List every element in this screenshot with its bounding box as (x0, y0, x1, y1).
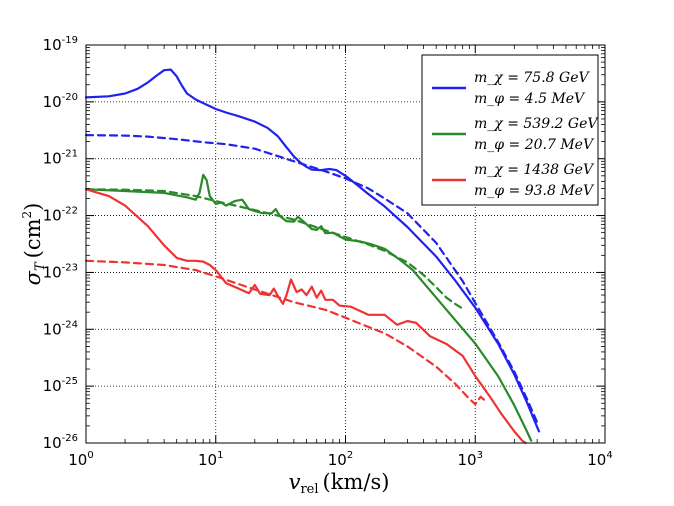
x-tick-label: 104 (587, 450, 612, 469)
y-tick-label: 10-24 (43, 319, 78, 338)
x-tick-label: 100 (68, 450, 93, 469)
y-tick-label: 10-19 (43, 35, 78, 54)
series-red-dashed (84, 259, 487, 406)
x-tick-label: 103 (458, 450, 483, 469)
y-tick-label: 10-22 (43, 206, 78, 225)
legend-label-mediator-mass: m_φ = 4.5 MeV (474, 91, 586, 107)
series-layer (84, 68, 541, 445)
series-blue-solid (84, 68, 541, 433)
x-tick-label: 101 (198, 450, 223, 469)
legend-label-dm-mass: m_χ = 75.8 GeV (474, 70, 590, 86)
legend-label-dm-mass: m_χ = 1438 GeV (474, 162, 595, 178)
y-axis-title: σT(cm2) (20, 203, 48, 286)
x-tick-labels: 100 101 102 103 104 (68, 450, 612, 469)
x-axis-title: vrel (km/s) (289, 470, 390, 497)
series-red-solid (84, 188, 527, 445)
y-tick-label: 10-26 (43, 433, 78, 452)
x-tick-label: 102 (328, 450, 353, 469)
y-tick-label: 10-21 (43, 149, 78, 168)
series-blue-dashed (84, 134, 539, 424)
y-tick-label: 10-23 (43, 262, 78, 281)
axis-ticks (85, 44, 606, 444)
legend-label-mediator-mass: m_φ = 93.8 MeV (474, 183, 595, 199)
legend: m_χ = 75.8 GeV m_φ = 4.5 MeV m_χ = 539.2 G… (421, 54, 599, 206)
legend-label-mediator-mass: m_φ = 20.7 MeV (474, 137, 595, 153)
y-tick-label: 10-25 (43, 376, 78, 395)
y-tick-label: 10-20 (43, 92, 78, 111)
series-green-solid (84, 173, 533, 442)
y-tick-labels: 10-19 10-20 10-21 10-22 10-23 10-24 10-25 10-26 (43, 35, 78, 452)
legend-label-dm-mass: m_χ = 539.2 GeV (474, 116, 599, 132)
series-green-dashed (84, 188, 464, 310)
